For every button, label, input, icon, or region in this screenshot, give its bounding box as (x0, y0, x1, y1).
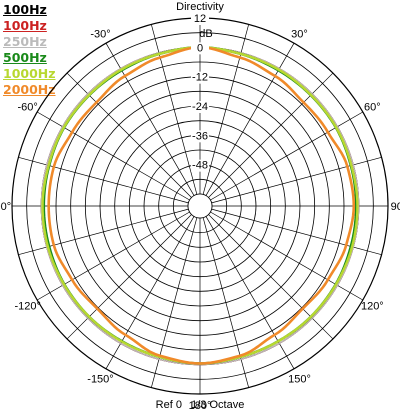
grid-spoke (105, 43, 195, 196)
series-curves (40, 46, 360, 366)
grid-spoke (37, 211, 190, 301)
radial-tick-label: 12 (194, 13, 206, 25)
grid-spoke (210, 111, 363, 201)
radial-tick-label: -36 (192, 130, 208, 142)
radial-label-bg (191, 159, 209, 172)
radial-label-bg (191, 42, 209, 55)
legend-entry: 250Hz (3, 34, 47, 49)
angle-tick-label: 90° (391, 201, 400, 213)
angle-tick-label: -30° (90, 29, 110, 41)
angle-tick-label: 180° (189, 400, 212, 411)
radial-label-bg (191, 71, 209, 84)
legend-entry: 100Hz (3, 2, 47, 17)
grid-spoke (205, 216, 295, 369)
grid-spoke (208, 72, 334, 198)
angle-tick-label: -120° (14, 301, 40, 313)
radial-label-bg (191, 101, 209, 113)
angle-tick-label: -150° (87, 373, 113, 385)
grid-spoke (210, 211, 363, 301)
tick-labels: 30° 60° 90° 120° 150° 180° -150° -120° -90° -60° -… (0, 13, 400, 411)
radial-tick-label: -48 (192, 160, 208, 172)
grid-spoke (205, 43, 295, 196)
angle-tick-label: 60° (364, 102, 381, 114)
radial-label-bg (191, 130, 209, 143)
angle-tick-label: 120° (361, 301, 384, 313)
series-curve-6 (47, 46, 356, 365)
radial-tick-label: -12 (192, 72, 208, 84)
grid-spoke (37, 111, 190, 201)
angle-tick-label: -60° (18, 102, 38, 114)
legend-entry: 1000Hz (3, 66, 56, 81)
grid-spoke (66, 72, 192, 198)
radial-unit-label: dB (199, 28, 212, 40)
angle-tick-label: 30° (291, 29, 308, 41)
grid-spoke (208, 214, 334, 340)
grid-spoke (105, 216, 195, 369)
legend-entry: 2000Hz (3, 82, 56, 97)
chart-title: Directivity (176, 1, 224, 13)
legend: 100Hz 100Hz 250Hz 500Hz 1000Hz 2000Hz (3, 2, 56, 98)
radial-tick-label: 0 (197, 42, 203, 54)
chart-footer: Ref 0 1/3 Octave (156, 399, 245, 411)
grid-center (187, 193, 213, 219)
legend-entry: 500Hz (3, 50, 47, 65)
grid-spoke (66, 214, 192, 340)
angle-tick-label: -90° (0, 201, 11, 213)
radial-tick-label: -24 (192, 101, 208, 113)
angle-tick-label: 150° (288, 373, 311, 385)
legend-entry: 100Hz (3, 18, 47, 33)
radial-label-bg (191, 13, 209, 25)
